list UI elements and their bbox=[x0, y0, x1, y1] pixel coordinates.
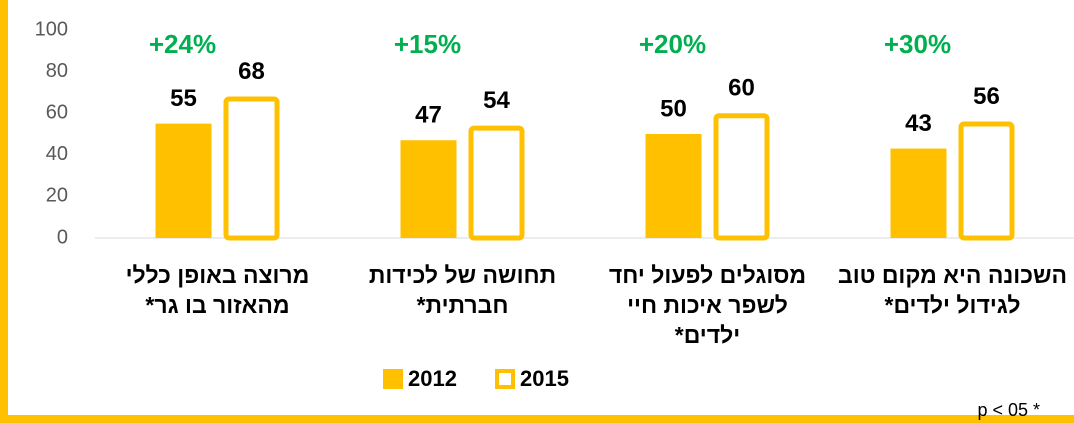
bar bbox=[223, 96, 280, 241]
bar bbox=[958, 121, 1015, 241]
legend-label: 2015 bbox=[520, 366, 569, 391]
x-tick-label: מסוגלים לפעול יחד לשפר איכות חיי ילדים* bbox=[608, 262, 807, 348]
value-label: 43 bbox=[905, 110, 932, 137]
bar bbox=[155, 123, 212, 238]
y-tick-label: 40 bbox=[46, 143, 68, 165]
x-tick-label: תחושה של לכידות חברתית* bbox=[368, 262, 557, 318]
legend-swatch bbox=[495, 369, 515, 389]
footnote: p < 05 * bbox=[977, 400, 1040, 420]
value-label: 50 bbox=[660, 95, 687, 122]
y-tick-label: 60 bbox=[46, 101, 68, 123]
frame-left bbox=[0, 0, 8, 423]
legend-label: 2012 bbox=[408, 366, 457, 391]
value-label: 54 bbox=[483, 87, 510, 114]
y-tick-label: 20 bbox=[46, 185, 68, 207]
value-label: 56 bbox=[973, 83, 1000, 110]
x-tick-label: השכונה היא מקום טוב לגידול ילדים* bbox=[837, 262, 1068, 318]
value-label: 60 bbox=[728, 75, 755, 102]
y-tick-label: 0 bbox=[57, 226, 68, 248]
bar bbox=[468, 125, 525, 241]
bar bbox=[890, 148, 947, 238]
y-tick-label: 100 bbox=[35, 18, 68, 40]
bar bbox=[645, 134, 702, 238]
y-tick-label: 80 bbox=[46, 60, 68, 82]
bar bbox=[400, 140, 457, 238]
frame-bottom bbox=[0, 415, 1074, 423]
annotation: +24% bbox=[149, 29, 216, 59]
bar bbox=[713, 113, 770, 241]
annotation: +30% bbox=[884, 29, 951, 59]
value-label: 55 bbox=[170, 85, 197, 112]
annotation: +20% bbox=[639, 29, 706, 59]
value-label: 47 bbox=[415, 102, 442, 129]
x-tick-label: מרוצה באופן כללי מהאזור בו גר* bbox=[125, 262, 310, 318]
legend-swatch bbox=[383, 369, 403, 389]
value-label: 68 bbox=[238, 58, 265, 85]
annotation: +15% bbox=[394, 29, 461, 59]
